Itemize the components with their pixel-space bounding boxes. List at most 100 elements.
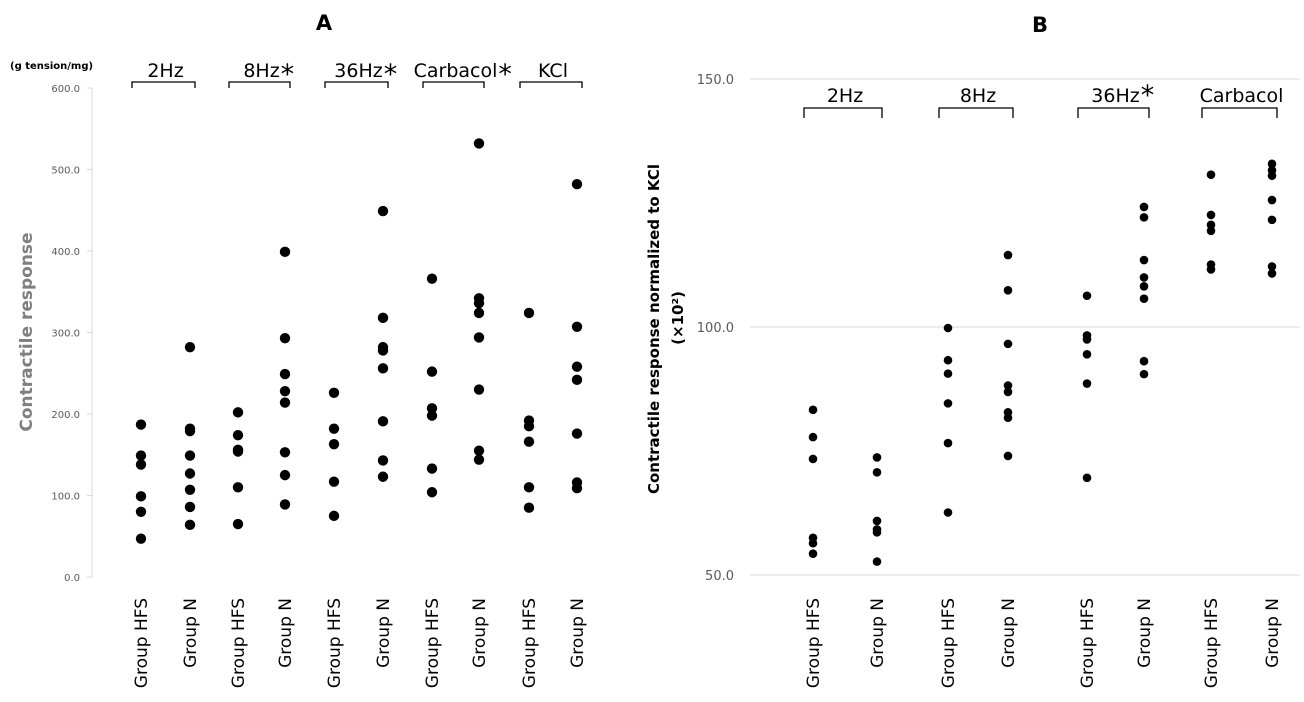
panel-b-data-point (1139, 294, 1149, 304)
panel-a-category-label: Group HFS (132, 598, 152, 688)
panel-a-data-point (473, 297, 485, 309)
panel-b-y-tick-label: 150.0 (697, 73, 734, 88)
panel-a-data-point (279, 469, 291, 481)
panel-a-y-tick-label: 500.0 (51, 166, 80, 177)
panel-a: A (g tension/mg) Contractile response 0.… (10, 11, 588, 688)
panel-b-bracket (1077, 107, 1150, 118)
panel-b-category-label: Group HFS (939, 598, 959, 688)
panel-b-data-point (1003, 339, 1013, 349)
panel-a-y-tick-label: 0.0 (64, 573, 80, 584)
panel-a-data-point (184, 425, 196, 437)
panel-a-data-point (232, 429, 244, 441)
panel-a-bracket (324, 81, 389, 88)
panel-b-y-tick-label: 100.0 (697, 321, 734, 336)
panel-a-data-point (473, 454, 485, 465)
panel-a-data-point (279, 447, 291, 458)
panel-b-data-point (1082, 291, 1092, 301)
panel-a-data-point (279, 333, 291, 344)
panel-a-data-point (377, 416, 389, 427)
panel-a-data-point (232, 518, 244, 530)
panel-a-data-point (377, 471, 389, 482)
panel-a-data-point (184, 450, 196, 461)
panel-a-data-point (377, 455, 389, 466)
panel-a-data-point (523, 307, 535, 319)
panel-b-data-point (943, 369, 953, 378)
panel-a-condition-label: KCl (538, 60, 568, 82)
panel-a-category-label: Group N (470, 598, 490, 668)
panel-b-data-point (1139, 273, 1149, 282)
panel-b-significance-star: * (1141, 80, 1155, 111)
panel-b-data-point (1206, 226, 1216, 236)
panel-a-bracket (422, 81, 485, 88)
panel-a-data-point (473, 445, 485, 456)
panel-a-data-point (328, 387, 340, 399)
panel-b-data-point (943, 438, 953, 448)
panel-a-data-point (571, 178, 583, 190)
panel-a-data-point (328, 438, 340, 450)
panel-a-data-point (571, 361, 583, 372)
panel-b-data-point (1082, 335, 1092, 344)
panel-a-condition-label: Carbacol (414, 60, 498, 82)
panel-a-data-point (232, 482, 244, 493)
panel-b-data-point (943, 323, 953, 333)
panel-b-data-point (1139, 369, 1149, 379)
panel-a-data-point (571, 374, 583, 385)
panel-a-data-point (232, 446, 244, 457)
panel-b-data-point (1267, 159, 1277, 169)
panel-a-category-label: Group HFS (423, 598, 443, 688)
panel-b-condition-label: 8Hz (960, 85, 996, 107)
panel-b-category-label: Group N (1135, 598, 1155, 668)
panel-a-significance-star: * (281, 59, 295, 90)
panel-b-data-point (943, 355, 953, 365)
panel-b-data-point (1267, 215, 1277, 225)
panel-b-data-point (872, 453, 882, 462)
panel-a-data-point (279, 368, 291, 380)
panel-b: B Contractile response normalized to KCl… (645, 13, 1300, 688)
panel-b-condition-label: 36Hz (1091, 85, 1139, 107)
panel-a-data-point (279, 397, 291, 408)
panel-b-data-point (808, 538, 818, 548)
panel-a-category-label: Group N (568, 598, 588, 668)
panel-a-data-point (426, 487, 438, 498)
panel-a-data-point (279, 246, 291, 258)
panel-b-data-point (1139, 356, 1149, 366)
panel-a-data-point (377, 345, 389, 356)
panel-a-data-point (377, 205, 389, 217)
panel-b-data-point (1003, 413, 1013, 423)
panel-a-bracket (131, 81, 196, 88)
panel-a-y-axis-label: Contractile response (17, 232, 37, 431)
panel-a-category-label: Group HFS (325, 598, 345, 688)
panel-a-y-tick-label: 400.0 (51, 247, 80, 258)
panel-b-data-point (1139, 282, 1149, 291)
panel-a-y-unit: (g tension/mg) (10, 61, 93, 72)
panel-a-data-point (135, 506, 147, 517)
panel-b-data-point (1082, 379, 1092, 388)
panel-b-condition-label: Carbacol (1200, 85, 1284, 107)
panel-a-data-point (523, 502, 535, 513)
panel-b-data-point (1206, 210, 1216, 220)
panel-a-data-point (232, 407, 244, 418)
panel-a-data-point (184, 484, 196, 495)
panel-b-data-point (808, 432, 818, 442)
panel-a-data-point (571, 482, 583, 494)
panel-a-bracket (519, 81, 583, 88)
panel-a-data-point (571, 428, 583, 439)
panel-b-data-point (872, 557, 882, 566)
panel-b-bracket (938, 107, 1014, 118)
panel-b-data-point (1267, 195, 1277, 205)
panel-a-data-point (426, 403, 438, 414)
panel-b-condition-label: 2Hz (827, 85, 863, 107)
panel-a-data-point (184, 519, 196, 531)
panel-b-data-point (1003, 381, 1013, 390)
panel-b-title: B (1032, 13, 1048, 37)
panel-a-data-point (426, 410, 438, 421)
panel-a-data-point (377, 363, 389, 374)
panel-a-condition-label: 2Hz (147, 60, 183, 82)
panel-a-title: A (316, 11, 333, 35)
panel-a-data-point (426, 273, 438, 284)
panel-a-data-point (135, 450, 147, 461)
panel-a-data-point (328, 510, 340, 522)
panel-b-data-point (808, 454, 818, 464)
panel-a-data-point (135, 491, 147, 502)
panel-b-data-point (1267, 262, 1277, 271)
